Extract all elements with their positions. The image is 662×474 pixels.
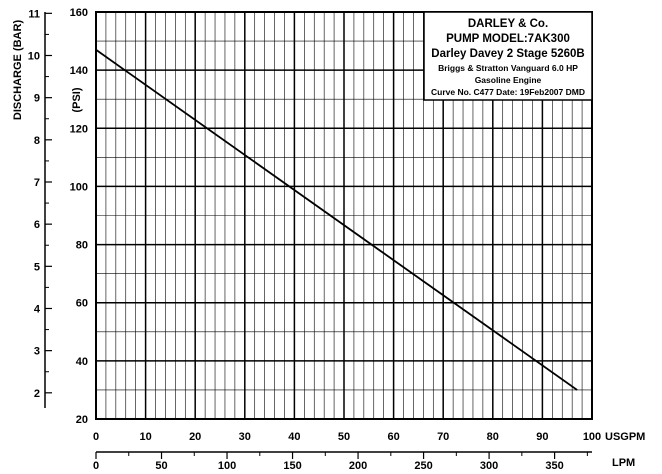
usgpm-tick-label: 40 bbox=[288, 431, 300, 443]
psi-tick-label: 140 bbox=[70, 65, 88, 77]
usgpm-tick-label: 30 bbox=[239, 431, 251, 443]
usgpm-tick-label: 0 bbox=[93, 431, 99, 443]
bar-tick-label: 4 bbox=[34, 303, 41, 315]
bar-tick-label: 8 bbox=[34, 135, 40, 147]
pump-curve-line bbox=[95, 49, 578, 391]
usgpm-tick-label: 90 bbox=[536, 431, 548, 443]
bar-tick-label: 5 bbox=[34, 261, 40, 273]
usgpm-axis-label: USGPM bbox=[605, 431, 645, 443]
bar-axis-label: DISCHARGE (BAR) bbox=[12, 20, 24, 121]
usgpm-tick-label: 80 bbox=[487, 431, 499, 443]
bar-axis-tick-marks bbox=[45, 12, 52, 394]
bar-tick-label: 10 bbox=[28, 50, 40, 62]
info-curve-number: Curve No. C477 Date: 19Feb2007 DMD bbox=[431, 87, 585, 97]
lpm-tick-label: 50 bbox=[155, 460, 167, 472]
usgpm-tick-label: 50 bbox=[338, 431, 350, 443]
psi-tick-label: 40 bbox=[76, 356, 88, 368]
lpm-tick-label: 200 bbox=[349, 460, 367, 472]
lpm-tick-label: 100 bbox=[218, 460, 236, 472]
bar-tick-labels: 2 3 4 5 6 7 8 9 10 11 bbox=[28, 8, 41, 399]
lpm-tick-label: 150 bbox=[283, 460, 301, 472]
bar-tick-label: 6 bbox=[34, 219, 40, 231]
info-manufacturer: DARLEY & Co. bbox=[468, 18, 548, 30]
psi-tick-label: 80 bbox=[76, 240, 88, 252]
bar-tick-label: 7 bbox=[34, 177, 40, 189]
info-pump-model: PUMP MODEL:7AK300 bbox=[446, 33, 570, 45]
info-fuel: Gasoline Engine bbox=[475, 75, 542, 85]
bar-tick-label: 2 bbox=[34, 388, 40, 400]
info-box: DARLEY & Co. PUMP MODEL:7AK300 Darley Da… bbox=[423, 11, 593, 101]
info-pump-stage: Darley Davey 2 Stage 5260B bbox=[431, 48, 584, 60]
psi-tick-label: 60 bbox=[76, 298, 88, 310]
psi-tick-label: 120 bbox=[70, 123, 88, 135]
lpm-tick-label: 350 bbox=[545, 460, 563, 472]
psi-tick-label: 20 bbox=[76, 414, 88, 426]
psi-tick-label: 100 bbox=[70, 181, 88, 193]
psi-tick-labels: 20 40 60 80 100 120 140 160 bbox=[70, 7, 88, 426]
usgpm-tick-label: 20 bbox=[189, 431, 201, 443]
psi-tick-label: 160 bbox=[70, 7, 88, 19]
lpm-tick-label: 250 bbox=[414, 460, 432, 472]
lpm-tick-labels: 0 50 100 150 200 250 300 350 bbox=[93, 460, 564, 472]
lpm-tick-label: 0 bbox=[93, 460, 99, 472]
bar-tick-label: 11 bbox=[28, 8, 40, 20]
usgpm-tick-labels: 0 10 20 30 40 50 60 70 80 90 100 bbox=[93, 431, 601, 443]
bar-tick-label: 9 bbox=[34, 93, 40, 105]
lpm-axis-tick-marks bbox=[95, 452, 588, 459]
usgpm-tick-label: 100 bbox=[583, 431, 601, 443]
usgpm-tick-label: 60 bbox=[387, 431, 399, 443]
lpm-tick-label: 300 bbox=[480, 460, 498, 472]
bar-tick-label: 3 bbox=[34, 346, 40, 358]
lpm-axis-label: LPM bbox=[612, 457, 635, 469]
usgpm-tick-label: 70 bbox=[437, 431, 449, 443]
info-engine: Briggs & Stratton Vanguard 6.0 HP bbox=[438, 63, 578, 73]
psi-axis-label: (PSI) bbox=[71, 87, 83, 112]
plot-frame bbox=[95, 11, 593, 420]
usgpm-tick-label: 10 bbox=[139, 431, 151, 443]
info-box-frame bbox=[423, 11, 593, 101]
